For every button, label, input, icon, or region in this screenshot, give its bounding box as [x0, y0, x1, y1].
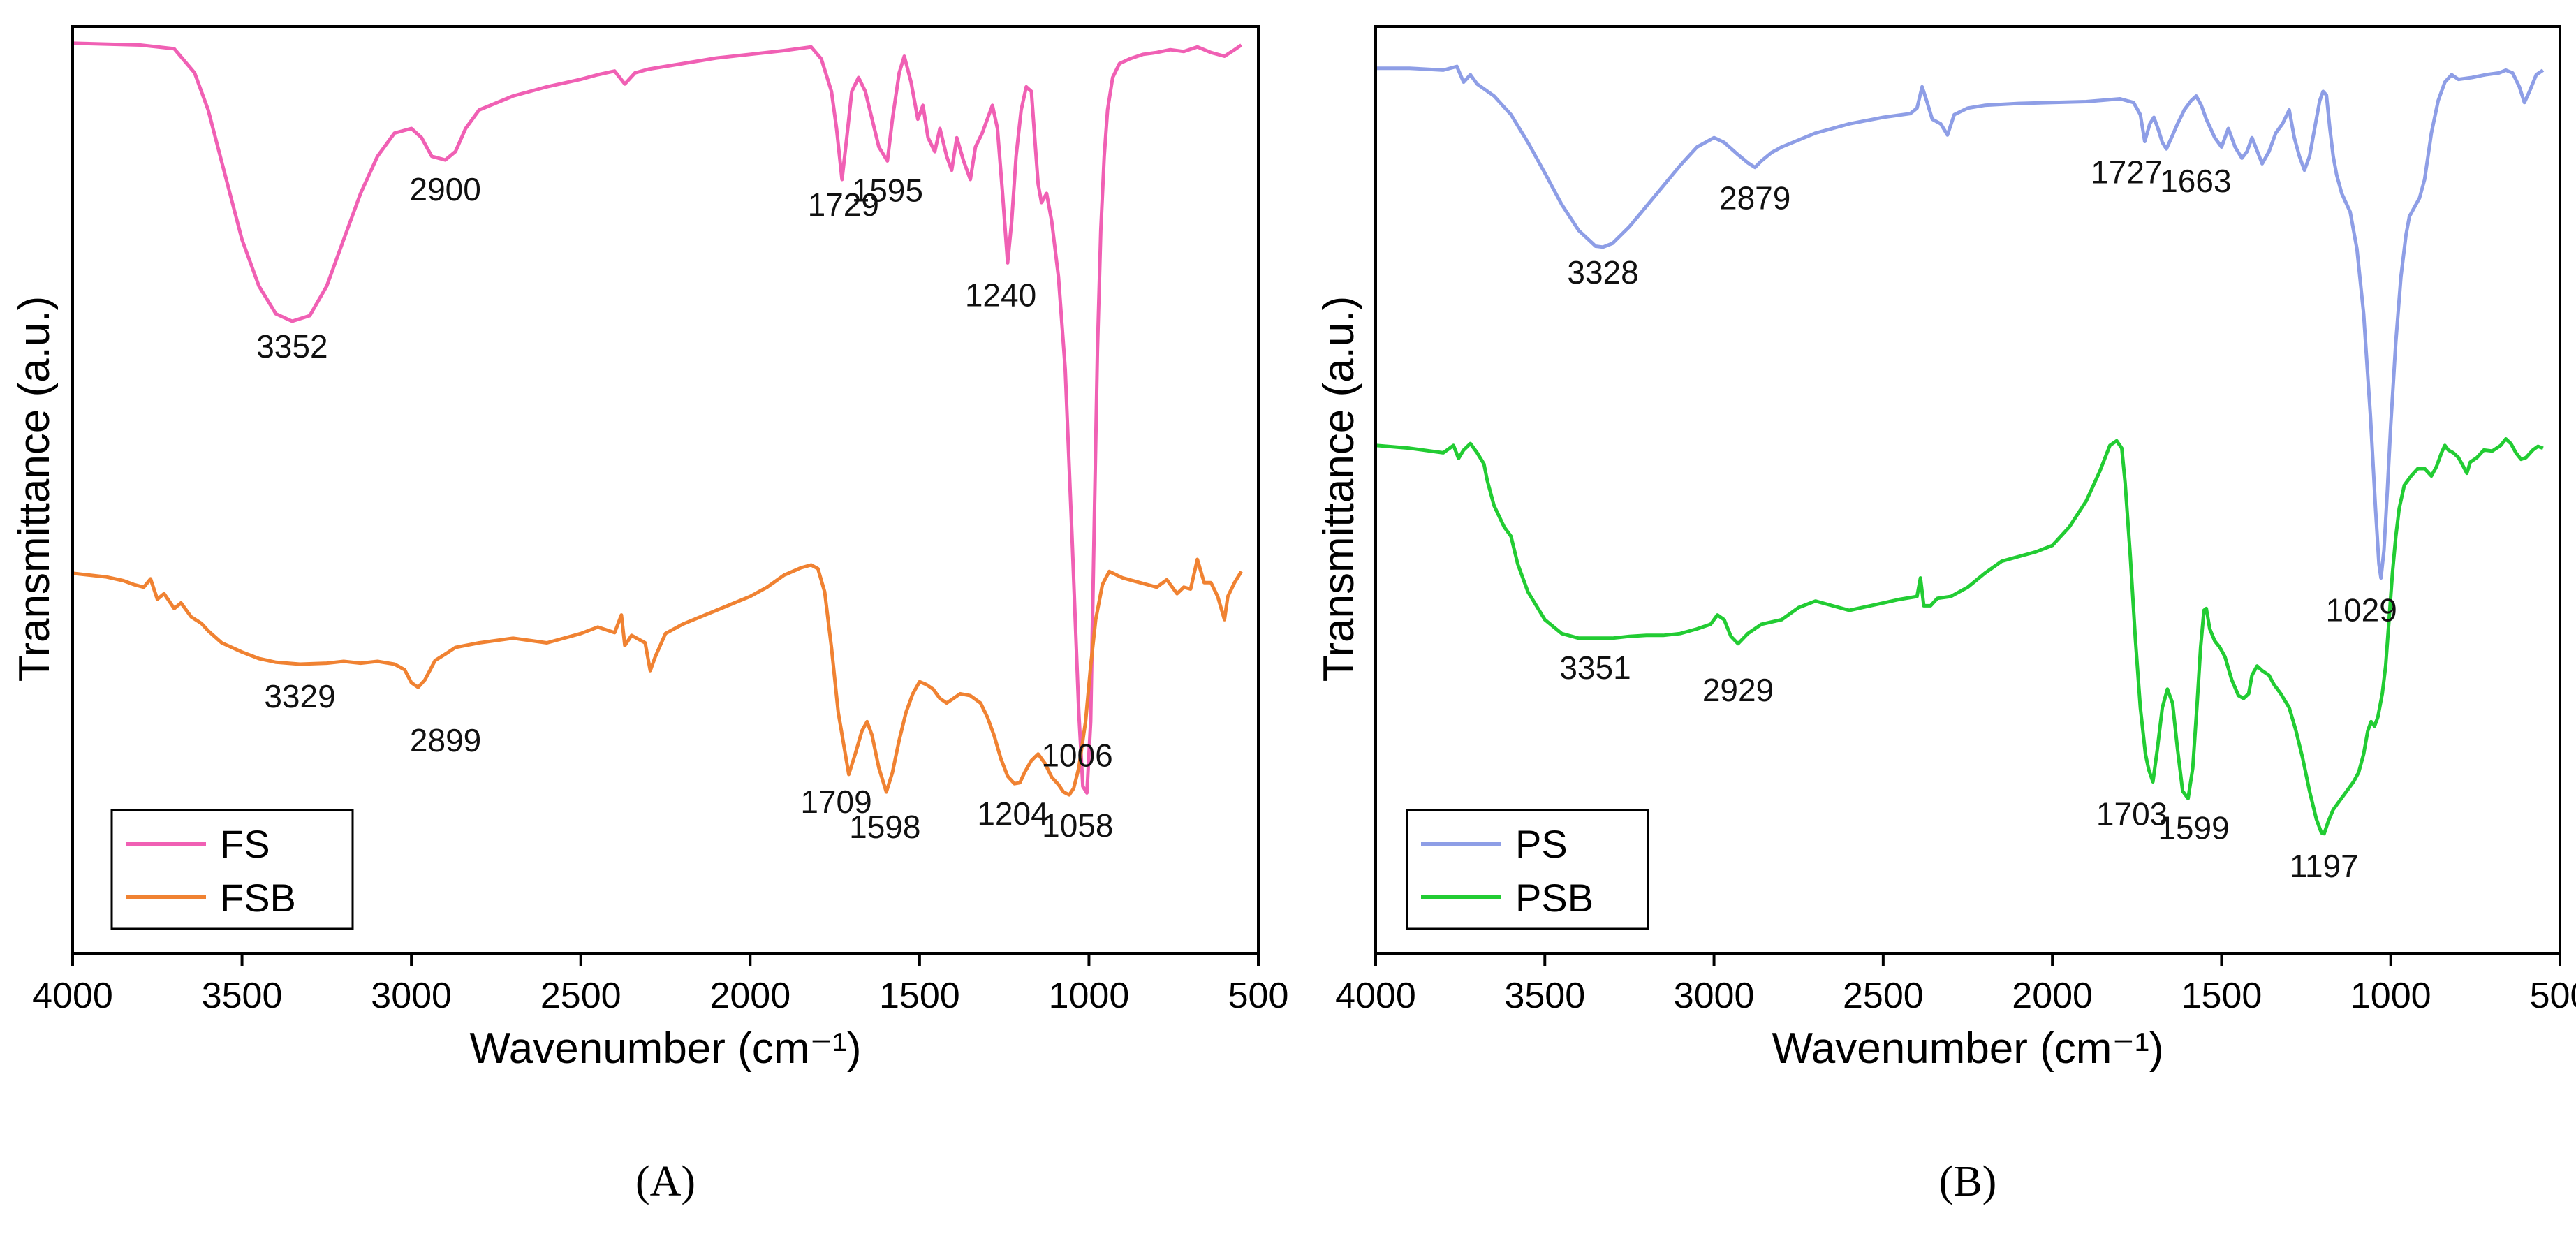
x-tick-label-3500: 3500 [1504, 976, 1585, 1016]
x-tick-label-4000: 4000 [32, 976, 113, 1016]
peak-label-3328: 3328 [1567, 254, 1638, 291]
peak-label-1703: 1703 [2096, 796, 2167, 832]
peak-label-2929: 2929 [1702, 672, 1774, 708]
x-tick-label-500: 500 [2530, 976, 2576, 1016]
legend-label-ps: PS [1515, 822, 1568, 866]
panel-a-plot-frame [71, 25, 1260, 955]
x-tick-label-3500: 3500 [202, 976, 283, 1016]
panel-a-legend-box [110, 809, 354, 930]
panel-a: 4000 3500 3000 2500 2000 1500 1000 500 3352 2900… [10, 25, 1288, 1205]
panel-b-series [1375, 64, 2545, 836]
peak-label-1595: 1595 [852, 172, 923, 208]
peak-label-1029: 1029 [2326, 592, 2397, 629]
x-tick-label-1000: 1000 [1049, 976, 1130, 1016]
panel-a-y-axis-title: Transmittance (a.u.) [10, 296, 59, 682]
legend-label-fsb: FSB [220, 876, 296, 920]
panel-b-x-axis-title: Wavenumber (cm⁻¹) [1772, 1024, 2164, 1073]
x-tick-label-3000: 3000 [371, 976, 452, 1016]
peak-label-2900: 2900 [410, 171, 481, 207]
panel-b-plot-frame [1374, 25, 2561, 955]
panel-a-x-axis-title: Wavenumber (cm⁻¹) [470, 1024, 862, 1073]
series-line-fsb [72, 557, 1243, 797]
x-tick-label-2000: 2000 [709, 976, 790, 1016]
x-tick-label-2500: 2500 [1843, 976, 1924, 1016]
peak-label-3329: 3329 [264, 678, 335, 714]
panel-b-legend-box [1406, 809, 1649, 930]
panel-a-series [72, 41, 1243, 797]
panel-a-x-axis: 4000 3500 3000 2500 2000 1500 1000 500 [32, 953, 1288, 1016]
x-tick-label-500: 500 [1228, 976, 1289, 1016]
x-tick-label-1000: 1000 [2350, 976, 2431, 1016]
peak-label-2879: 2879 [1719, 180, 1790, 216]
peak-label-1709: 1709 [800, 784, 871, 820]
x-tick-label-1500: 1500 [2181, 976, 2262, 1016]
peak-label-1006: 1006 [1041, 737, 1112, 773]
series-line-ps [1376, 64, 2545, 580]
x-tick-label-1500: 1500 [879, 976, 960, 1016]
x-tick-label-2500: 2500 [540, 976, 621, 1016]
panel-a-legend: FS FSB [110, 809, 354, 930]
legend-label-psb: PSB [1515, 876, 1594, 920]
peak-label-1729: 1729 [808, 186, 879, 223]
peak-label-1197: 1197 [2290, 848, 2359, 884]
panel-b-y-axis-title: Transmittance (a.u.) [1315, 296, 1363, 682]
panel-b-legend: PS PSB [1406, 809, 1649, 930]
panel-b-label: (B) [1939, 1158, 1997, 1205]
x-tick-label-2000: 2000 [2012, 976, 2093, 1016]
peak-label-1204: 1204 [977, 795, 1048, 832]
peak-label-3352: 3352 [256, 328, 327, 365]
peak-label-3351: 3351 [1559, 649, 1631, 686]
x-tick-label-4000: 4000 [1335, 976, 1416, 1016]
peak-label-1058: 1058 [1042, 807, 1113, 844]
peak-label-1663: 1663 [2160, 163, 2231, 199]
panel-a-label: (A) [635, 1158, 695, 1205]
peak-label-1599: 1599 [2158, 809, 2229, 846]
peak-label-1727: 1727 [2091, 154, 2162, 191]
peak-label-2899: 2899 [410, 722, 481, 758]
peak-label-1240: 1240 [965, 277, 1036, 313]
panel-b-x-axis: 4000 3500 3000 2500 2000 1500 1000 500 [1335, 953, 2576, 1016]
panel-b: 4000 3500 3000 2500 2000 1500 1000 500 3328 2879… [1315, 25, 2576, 1205]
series-line-fs [72, 41, 1243, 795]
peak-label-1598: 1598 [849, 809, 920, 845]
series-line-psb [1375, 437, 2544, 836]
legend-label-fs: FS [220, 822, 270, 866]
x-tick-label-3000: 3000 [1674, 976, 1755, 1016]
